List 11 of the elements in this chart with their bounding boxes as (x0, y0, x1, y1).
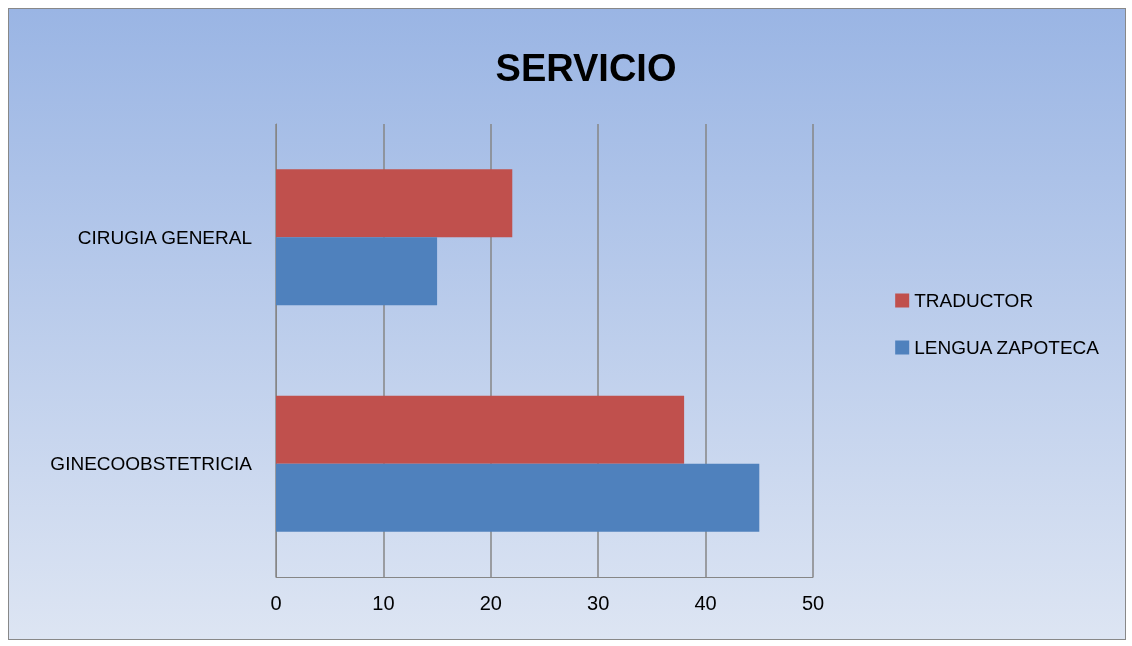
y-tick-label: CIRUGIA GENERAL (77, 226, 252, 248)
x-tick-label: 10 (372, 592, 395, 614)
x-tick-label: 30 (587, 592, 610, 614)
x-tick-label: 40 (694, 592, 717, 614)
legend-label: LENGUA ZAPOTECA (914, 337, 1100, 358)
x-tick-label: 20 (479, 592, 502, 614)
legend-label: TRADUCTOR (914, 290, 1034, 311)
chart-title: SERVICIO (495, 47, 677, 89)
x-tick-label: 50 (801, 592, 825, 614)
x-tick-label: 0 (270, 592, 282, 614)
y-tick-label: GINECOOBSTETRICIA (50, 453, 253, 475)
